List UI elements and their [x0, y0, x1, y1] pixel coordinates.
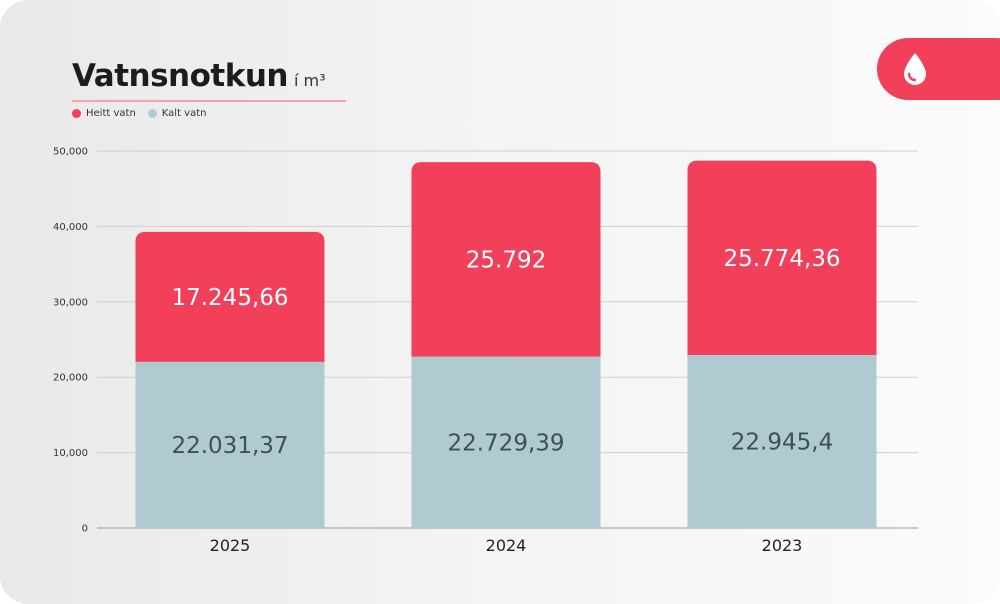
chart-unit: í m³ [294, 71, 326, 90]
y-tick-label: 40,000 [53, 222, 88, 233]
water-badge [877, 38, 1000, 100]
legend-item-cold: Kalt vatn [147, 108, 207, 119]
x-category-label: 2023 [762, 536, 803, 555]
bar-cold [411, 356, 601, 528]
bar-cold [135, 361, 325, 528]
bar-hot [687, 160, 877, 355]
data-label-hot: 17.245,66 [171, 285, 288, 311]
data-label-hot: 25.774,36 [723, 246, 840, 272]
legend-label-hot: Heitt vatn [86, 108, 136, 119]
y-tick-label: 0 [82, 524, 88, 535]
legend: Heitt vatn Kalt vatn [72, 108, 206, 119]
y-tick-label: 30,000 [53, 297, 88, 308]
bar-hot [135, 231, 325, 362]
data-label-hot: 25.792 [466, 247, 546, 273]
data-label-cold: 22.031,37 [171, 433, 288, 459]
data-label-cold: 22.945,4 [731, 429, 833, 455]
title-underline [72, 100, 346, 102]
chart-title: Vatnsnotkun [72, 58, 289, 94]
water-drop-icon [904, 53, 926, 85]
data-label-cold: 22.729,39 [447, 430, 564, 456]
x-category-label: 2024 [486, 536, 527, 555]
legend-item-hot: Heitt vatn [72, 108, 136, 119]
legend-swatch-cold [147, 109, 157, 118]
bar-cold [687, 354, 877, 528]
y-tick-label: 10,000 [53, 448, 88, 459]
y-tick-label: 20,000 [53, 373, 88, 384]
legend-label-cold: Kalt vatn [161, 108, 207, 119]
x-category-label: 2025 [210, 536, 251, 555]
bar-hot [411, 162, 601, 357]
y-tick-label: 50,000 [53, 147, 88, 158]
legend-swatch-hot [72, 109, 81, 118]
title-block: Vatnsnotkun í m³ [72, 58, 326, 94]
